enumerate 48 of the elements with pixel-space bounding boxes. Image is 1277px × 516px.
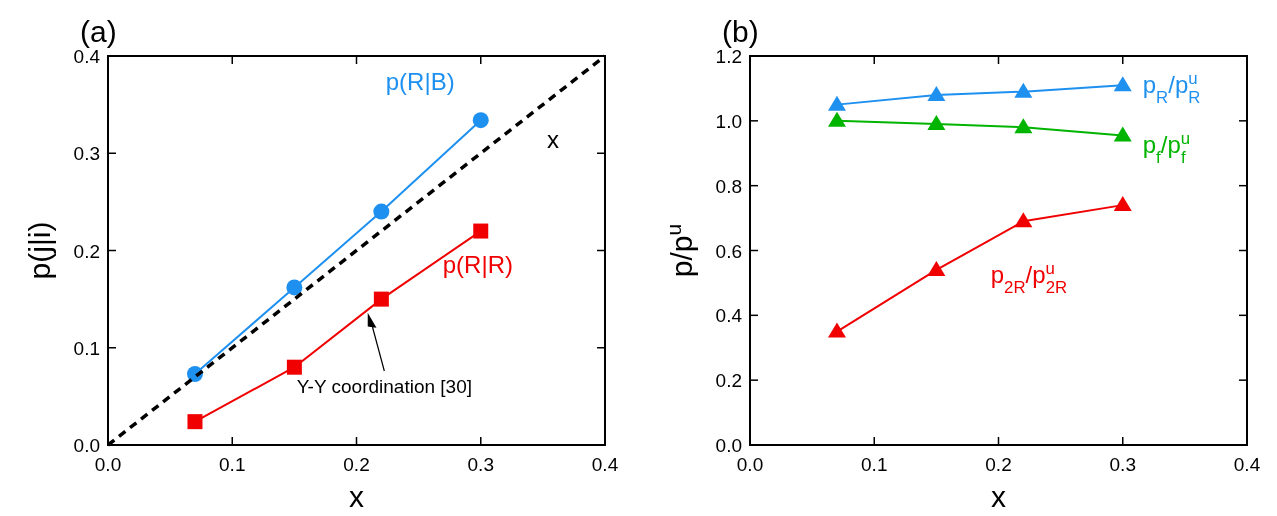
y-tick-label: 0.2 xyxy=(73,240,100,262)
x-tick-label: 0.1 xyxy=(219,454,246,475)
point xyxy=(927,115,946,131)
y-tick-label: 0.3 xyxy=(73,143,100,165)
point xyxy=(187,414,203,430)
x-tick-label: 0.4 xyxy=(591,454,619,475)
point xyxy=(1014,212,1033,228)
y-tick-label: 0.2 xyxy=(715,370,742,392)
point xyxy=(373,291,389,307)
point xyxy=(927,260,946,276)
point xyxy=(286,279,303,296)
point xyxy=(927,85,946,101)
y-tick-label: 0.8 xyxy=(715,175,742,197)
x-tick-label: 0.4 xyxy=(1233,454,1261,475)
y-tick-label: 1.0 xyxy=(715,110,742,132)
series-label: p(R|B) xyxy=(385,68,455,96)
point xyxy=(373,203,390,220)
y-tick-label: 0.1 xyxy=(73,337,100,359)
series-label: p(R|R) xyxy=(442,251,513,279)
point xyxy=(827,111,846,127)
x-tick-label: 0.0 xyxy=(94,454,122,475)
x-tick-label: 0.3 xyxy=(1109,454,1136,475)
y-tick-label: 0.0 xyxy=(73,435,100,456)
point xyxy=(827,95,846,111)
point xyxy=(1014,82,1033,98)
x-tick-label: 0.2 xyxy=(343,454,370,475)
x-tick-label: 0.3 xyxy=(467,454,494,475)
point xyxy=(1113,126,1132,142)
legend-label: x xyxy=(547,126,559,153)
x-tick-label: 0.2 xyxy=(985,454,1012,475)
y-tick-label: 0.6 xyxy=(715,240,742,262)
point xyxy=(1113,76,1132,92)
point xyxy=(1113,196,1132,212)
chart-title: (b) xyxy=(722,15,759,48)
x-axis-title: x xyxy=(991,480,1006,513)
point xyxy=(286,359,302,375)
x-tick-label: 0.0 xyxy=(736,454,764,475)
point xyxy=(473,223,489,239)
point xyxy=(472,112,489,129)
x-axis-title: x xyxy=(349,480,364,513)
point xyxy=(1014,118,1033,134)
annotation: Y-Y coordination [30] xyxy=(296,376,473,397)
y-axis-title: p(j|i) xyxy=(23,221,56,280)
chart-title: (a) xyxy=(80,15,117,48)
y-tick-label: 0.4 xyxy=(715,305,743,327)
x-tick-label: 0.1 xyxy=(861,454,888,475)
y-tick-label: 0.0 xyxy=(715,435,742,456)
point xyxy=(827,322,846,338)
